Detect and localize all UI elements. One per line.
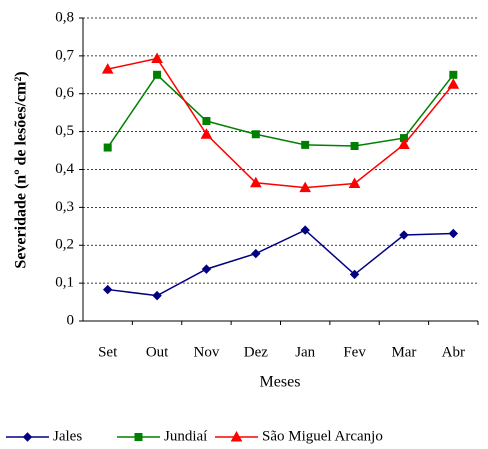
- legend-label: Jales: [53, 428, 82, 444]
- data-point: [350, 142, 359, 151]
- legend-marker: [22, 432, 33, 442]
- y-tick-label: 0,2: [55, 237, 74, 253]
- data-point: [349, 269, 360, 280]
- data-point: [251, 248, 261, 259]
- data-point: [447, 78, 460, 89]
- y-tick-label: 0,5: [55, 123, 74, 139]
- data-point: [398, 138, 410, 150]
- y-tick-label: 0,4: [55, 161, 74, 177]
- legend-marker: [134, 433, 143, 441]
- data-point: [300, 225, 310, 235]
- y-tick-label: 0,1: [55, 275, 74, 291]
- y-tick-label: 0,7: [55, 47, 74, 63]
- data-point: [153, 70, 162, 79]
- data-point: [249, 176, 262, 188]
- x-tick-label: Fev: [343, 344, 366, 360]
- data-point: [448, 228, 459, 239]
- y-axis-title: Severidade (nº de lesões/cm²): [13, 71, 30, 268]
- legend-label: Jundiaí: [164, 428, 207, 444]
- data-point: [251, 130, 260, 139]
- data-point: [348, 177, 361, 189]
- y-tick-label: 0,8: [55, 9, 74, 25]
- data-point: [449, 70, 458, 79]
- x-tick-label: Abr: [442, 344, 465, 360]
- x-tick-label: Dez: [244, 344, 268, 360]
- x-tick-label: Nov: [194, 344, 220, 360]
- data-point: [103, 143, 112, 152]
- data-point: [200, 128, 213, 139]
- data-point: [399, 230, 409, 240]
- y-tick-label: 0,6: [55, 85, 74, 101]
- x-tick-label: Out: [146, 344, 169, 360]
- data-point: [151, 52, 163, 64]
- data-point: [102, 284, 113, 295]
- data-point: [101, 63, 114, 74]
- legend-label: São Miguel Arcanjo: [262, 428, 383, 444]
- y-tick-label: 0: [67, 312, 75, 328]
- data-point: [202, 117, 211, 126]
- x-tick-label: Jan: [295, 344, 315, 360]
- x-axis-title: Meses: [260, 374, 301, 391]
- series-line: [107, 229, 454, 297]
- y-tick-label: 0,3: [55, 199, 74, 215]
- data-point: [201, 264, 212, 274]
- x-tick-label: Mar: [391, 344, 416, 360]
- data-point: [301, 140, 310, 149]
- x-tick-label: Set: [98, 344, 118, 360]
- series-line: [107, 57, 454, 189]
- data-point: [299, 181, 312, 193]
- data-point: [152, 290, 162, 301]
- series-line: [107, 73, 454, 148]
- legend-marker: [230, 430, 243, 442]
